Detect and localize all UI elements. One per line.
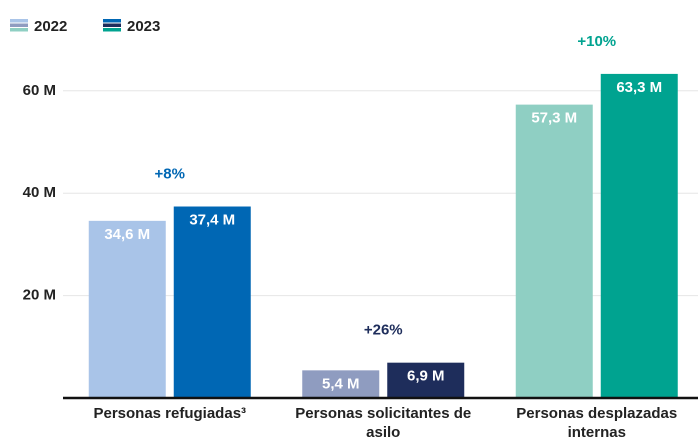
- value-label: 5,4 M: [322, 375, 360, 392]
- value-label: 57,3 M: [531, 110, 577, 127]
- x-tick-label: Personas solicitantes de asilo: [295, 405, 472, 441]
- legend-label: 2023: [127, 18, 160, 35]
- value-label: 63,3 M: [616, 79, 662, 96]
- legend-swatch: [10, 19, 28, 23]
- legend-swatch: [10, 28, 28, 32]
- legend-swatch: [103, 23, 121, 27]
- x-tick-label: Personas refugiadas³: [93, 405, 247, 422]
- legend-swatch: [103, 28, 121, 32]
- y-tick-label: 60 M: [23, 82, 56, 99]
- y-tick-label: 20 M: [23, 287, 56, 304]
- x-tick-label: Personas desplazadas internas: [516, 405, 678, 441]
- annotation: +26%: [364, 322, 403, 339]
- bar: [173, 206, 251, 398]
- annotation: +8%: [155, 165, 185, 182]
- bar: [302, 370, 380, 398]
- value-label: 34,6 M: [104, 226, 150, 243]
- legend-swatch: [103, 19, 121, 23]
- bar: [387, 362, 465, 398]
- value-label: 37,4 M: [189, 211, 235, 228]
- legend-label: 2022: [34, 18, 67, 35]
- legend-swatch: [10, 23, 28, 27]
- y-tick-label: 40 M: [23, 184, 56, 201]
- bar: [515, 104, 593, 399]
- bar: [600, 73, 678, 399]
- bar: [88, 220, 166, 398]
- value-label: 6,9 M: [407, 368, 445, 385]
- annotation: +10%: [577, 33, 616, 50]
